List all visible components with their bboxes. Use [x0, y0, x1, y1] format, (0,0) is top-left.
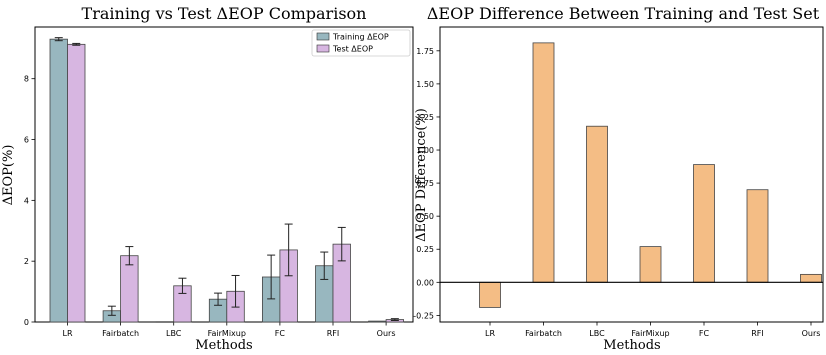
left-y-tick-label: 0	[24, 318, 29, 327]
bar-difference-ours	[800, 273, 822, 283]
left-y-tick-label: 4	[24, 196, 29, 205]
left-legend: Training ΔEOP Test ΔEOP	[311, 29, 411, 57]
right-y-tick-label: 1.75	[416, 47, 434, 56]
right-chart-title: ΔEOP Difference Between Training and Tes…	[427, 4, 820, 23]
legend-frame	[311, 29, 411, 57]
right-y-tick-label: 0.25	[416, 245, 434, 254]
bar-training-lr	[49, 38, 68, 323]
bar-difference-rfi	[746, 189, 769, 283]
right-bars	[479, 42, 822, 308]
right-y-tick-label: 0.75	[416, 179, 434, 188]
left-x-tick-label-fairbatch: Fairbatch	[102, 329, 139, 338]
left-y-tick-label: 2	[24, 257, 29, 266]
right-plot-frame	[439, 26, 824, 323]
left-error-bars	[54, 37, 399, 321]
right-y-tick-label: -0.25	[413, 311, 434, 320]
left-x-axis: LR Fairbatch LBC FairMixup FC RFI Ours	[62, 322, 396, 338]
bar-difference-lbc	[586, 125, 608, 283]
legend-swatch-training	[316, 32, 330, 41]
legend-swatch-test	[316, 44, 330, 53]
right-x-axis: LR Fairbatch LBC FairMixup FC RFI Ours	[485, 322, 820, 338]
chart-training-vs-test: Training vs Test ΔEOP Comparison 0 2 4 6 8 L…	[1, 4, 414, 353]
bar-difference-fairbatch	[532, 42, 555, 283]
right-x-tick-label-ours: Ours	[802, 329, 821, 338]
left-y-axis: 0 2 4 6 8	[24, 75, 35, 327]
left-x-tick-label-fairmixup: FairMixup	[208, 329, 246, 338]
bar-difference-fc	[693, 164, 715, 283]
right-x-axis-label: Methods	[603, 338, 660, 353]
bar-test-lr	[67, 43, 86, 323]
left-chart-title: Training vs Test ΔEOP Comparison	[82, 4, 367, 23]
left-x-tick-label-fc: FC	[275, 329, 286, 338]
left-bars	[49, 38, 405, 323]
right-x-tick-label-fairmixup: FairMixup	[631, 329, 669, 338]
right-y-tick-label: 1.50	[416, 80, 434, 89]
left-y-tick-label: 6	[24, 136, 29, 145]
right-y-axis: -0.25 0.00 0.25 0.50 0.75 1.00 1.25 1.50 1.75	[413, 47, 440, 320]
left-x-tick-label-rfi: RFI	[327, 329, 340, 338]
legend-label-test: Test ΔEOP	[332, 45, 373, 54]
legend-label-training: Training ΔEOP	[332, 33, 389, 42]
right-y-tick-label: 0.00	[416, 278, 434, 287]
left-x-axis-label: Methods	[195, 338, 252, 353]
right-y-tick-label: 1.25	[416, 113, 434, 122]
chart-difference: ΔEOP Difference Between Training and Tes…	[413, 4, 824, 353]
left-y-tick-label: 8	[24, 75, 29, 84]
bar-difference-lr	[479, 281, 501, 308]
left-y-axis-label: ΔEOP(%)	[1, 145, 16, 206]
bar-difference-fairmixup	[639, 246, 662, 283]
right-y-tick-label: 0.50	[416, 212, 434, 221]
right-x-tick-label-fairbatch: Fairbatch	[525, 329, 562, 338]
right-y-axis-label: ΔEOP Difference(%)	[414, 108, 429, 242]
bar-training-ours	[368, 320, 387, 323]
left-x-tick-label-ours: Ours	[377, 329, 396, 338]
left-x-tick-label-lbc: LBC	[166, 329, 182, 338]
right-x-tick-label-fc: FC	[699, 329, 710, 338]
bar-training-lbc	[155, 321, 175, 323]
right-y-tick-label: 1.00	[416, 146, 434, 155]
right-x-tick-label-lbc: LBC	[589, 329, 605, 338]
left-plot-frame	[34, 26, 414, 323]
right-x-tick-label-lr: LR	[485, 329, 495, 338]
right-x-tick-label-rfi: RFI	[751, 329, 764, 338]
bar-test-fairbatch	[120, 255, 139, 323]
left-x-tick-label-lr: LR	[62, 329, 72, 338]
